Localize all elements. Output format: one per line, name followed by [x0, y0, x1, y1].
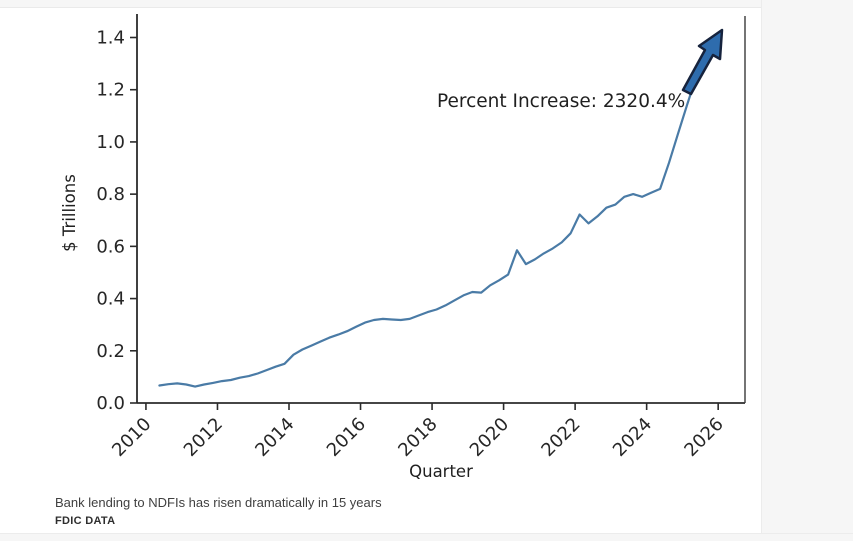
x-tick-label: 2016	[323, 414, 370, 461]
y-tick-label: 1.4	[96, 27, 125, 48]
page-edge-right	[761, 0, 853, 541]
x-tick-label: 2010	[108, 414, 155, 461]
caption-headline: Bank lending to NDFIs has risen dramatic…	[55, 495, 382, 510]
caption-source: FDIC DATA	[55, 515, 116, 527]
annotation-text: Percent Increase: 2320.4%	[437, 91, 685, 112]
y-tick-label: 0.8	[96, 184, 125, 205]
caption: Bank lending to NDFIs has risen dramatic…	[55, 494, 695, 527]
line-chart: 0.0 0.2 0.4 0.6 0.8 1.0 1.2 1.4 2010 2012 2014 2016…	[60, 14, 746, 481]
surge-arrow-icon	[681, 28, 724, 96]
x-tick-label: 2026	[680, 414, 727, 461]
y-tick-label: 0.2	[96, 341, 125, 362]
y-tick-label: 0.6	[96, 236, 125, 257]
x-tick-label: 2018	[394, 414, 441, 461]
x-tick-label: 2022	[537, 414, 584, 461]
y-axis-title: $ Trillions	[60, 174, 79, 252]
x-tick-label: 2020	[466, 414, 513, 461]
x-axis-title: Quarter	[409, 462, 473, 481]
data-series-line	[158, 76, 697, 388]
y-tick-label: 0.4	[96, 289, 125, 310]
page-edge-top	[0, 0, 853, 8]
x-tick-label: 2012	[180, 414, 227, 461]
y-tick-label: 0.0	[96, 393, 125, 414]
x-tick-label: 2014	[251, 414, 298, 461]
x-tick-label: 2024	[609, 414, 656, 461]
y-tick-label: 1.2	[96, 80, 125, 101]
y-tick-label: 1.0	[96, 132, 125, 153]
page-edge-bottom	[0, 533, 853, 541]
